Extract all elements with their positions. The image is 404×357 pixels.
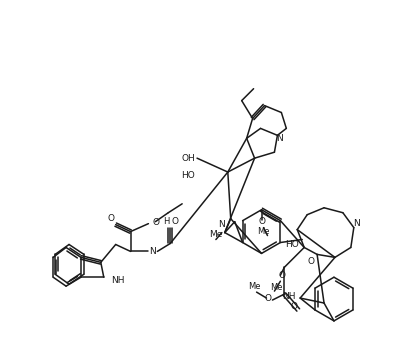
Text: NH: NH — [282, 292, 295, 301]
Text: OH: OH — [181, 154, 195, 163]
Text: O: O — [265, 293, 272, 303]
Text: N: N — [149, 247, 156, 256]
Text: Me: Me — [270, 283, 283, 292]
Text: O: O — [152, 218, 160, 227]
Text: O: O — [107, 214, 114, 223]
Text: O: O — [258, 217, 265, 226]
Text: Me: Me — [248, 282, 261, 291]
Text: Me: Me — [257, 227, 270, 236]
Text: O: O — [172, 217, 179, 226]
Text: O: O — [307, 257, 315, 266]
Text: NH: NH — [111, 276, 124, 285]
Text: O: O — [291, 302, 298, 311]
Text: N: N — [354, 219, 360, 228]
Text: Me: Me — [209, 230, 223, 239]
Text: N: N — [276, 134, 283, 143]
Text: HO: HO — [181, 171, 195, 180]
Text: N: N — [219, 220, 225, 229]
Text: H: H — [163, 217, 169, 226]
Text: HO: HO — [286, 240, 299, 249]
Text: O: O — [279, 271, 286, 280]
